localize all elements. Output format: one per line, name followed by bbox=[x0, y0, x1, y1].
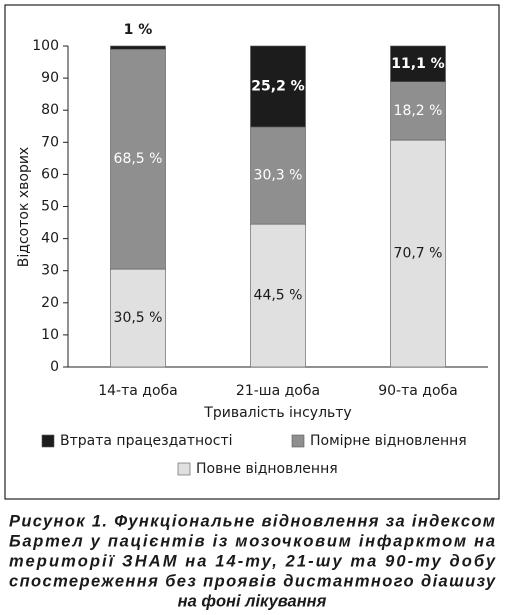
legend-swatch bbox=[41, 434, 55, 448]
legend-swatch bbox=[177, 462, 191, 476]
caption-line: території ЗНАМ на 14-ту, 21-шу та 90-ту … bbox=[9, 552, 496, 570]
y-axis-title: Відсоток хворих bbox=[16, 147, 32, 267]
legend-label: Втрата працездатності bbox=[60, 433, 233, 449]
legend-swatch bbox=[291, 434, 305, 448]
legend-label: Помірне відновлення bbox=[310, 433, 467, 449]
bar-segment bbox=[110, 48, 166, 270]
x-tick-label: 14-та доба bbox=[98, 383, 178, 399]
y-tick-label: 10 bbox=[41, 327, 59, 343]
y-tick-label: 90 bbox=[41, 70, 59, 86]
y-tick-label: 50 bbox=[41, 199, 59, 215]
caption-line: Бартел у пацієнтів із мозочковим інфаркт… bbox=[9, 532, 495, 550]
bar-segment bbox=[110, 268, 166, 368]
x-axis-title: Тривалість інсульту bbox=[203, 405, 351, 421]
bar-segment bbox=[110, 45, 166, 50]
x-tick-label: 21-ша доба bbox=[236, 383, 320, 399]
bar-segment bbox=[390, 139, 446, 368]
value-label: 30,3 % bbox=[254, 168, 303, 184]
bar-segment bbox=[250, 223, 306, 368]
bar-segment bbox=[250, 126, 306, 225]
value-label: 1 % bbox=[124, 22, 153, 38]
value-label: 30,5 % bbox=[114, 310, 163, 326]
y-tick-label: 80 bbox=[41, 102, 59, 118]
legend-label: Повне відновлення bbox=[196, 461, 338, 477]
y-tick-label: 60 bbox=[41, 166, 59, 182]
bar-segment bbox=[390, 45, 446, 82]
caption-line: спостереження без проявів дистантного ді… bbox=[9, 572, 496, 590]
y-tick-label: 100 bbox=[32, 38, 59, 54]
y-tick-label: 30 bbox=[41, 263, 59, 279]
value-label: 70,7 % bbox=[394, 246, 443, 262]
x-tick-label: 90-та доба bbox=[378, 383, 458, 399]
bar-segment bbox=[390, 81, 446, 141]
bar-segment bbox=[250, 45, 306, 128]
y-tick-label: 20 bbox=[41, 295, 59, 311]
caption-line: на фоні лікування bbox=[178, 592, 327, 610]
value-label: 18,2 % bbox=[394, 103, 443, 119]
y-tick-label: 40 bbox=[41, 231, 59, 247]
value-label: 68,5 % bbox=[114, 151, 163, 167]
value-label: 44,5 % bbox=[254, 288, 303, 304]
value-label: 25,2 % bbox=[251, 78, 304, 94]
value-label: 11,1 % bbox=[391, 56, 444, 72]
caption-line: Рисунок 1. Функціональне відновлення за … bbox=[9, 512, 495, 530]
y-tick-label: 70 bbox=[41, 134, 59, 150]
y-tick-label: 0 bbox=[50, 359, 59, 375]
